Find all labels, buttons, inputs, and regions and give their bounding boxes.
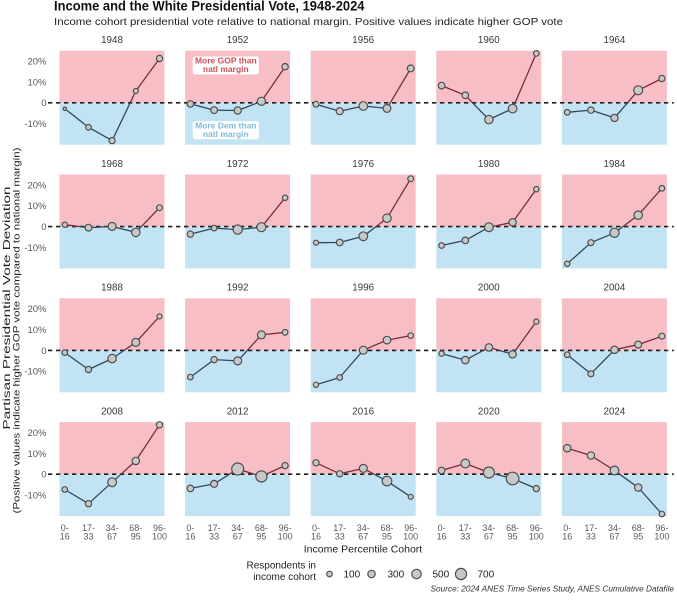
svg-text:-10%: -10%	[24, 119, 47, 130]
svg-text:100: 100	[344, 569, 361, 580]
svg-text:Income Percentile Cohort: Income Percentile Cohort	[304, 544, 423, 556]
svg-text:Respondents in: Respondents in	[247, 560, 317, 571]
svg-text:95: 95	[131, 532, 141, 542]
svg-text:1980: 1980	[478, 159, 500, 170]
svg-text:0: 0	[41, 470, 46, 481]
svg-text:33: 33	[586, 532, 596, 542]
svg-text:67: 67	[484, 532, 494, 542]
svg-text:500: 500	[433, 569, 450, 580]
svg-text:-10%: -10%	[24, 490, 47, 501]
svg-text:16: 16	[185, 532, 195, 542]
svg-text:10%: 10%	[27, 325, 47, 336]
svg-text:2000: 2000	[478, 283, 500, 294]
svg-text:100: 100	[529, 532, 544, 542]
svg-text:100: 100	[654, 532, 669, 542]
svg-text:2020: 2020	[478, 407, 500, 418]
svg-text:2024: 2024	[604, 407, 626, 418]
svg-text:700: 700	[478, 569, 495, 580]
svg-text:95: 95	[633, 532, 643, 542]
svg-text:natl margin: natl margin	[203, 129, 249, 139]
svg-text:16: 16	[311, 532, 321, 542]
svg-text:0: 0	[41, 98, 46, 109]
svg-text:1956: 1956	[352, 35, 374, 46]
svg-text:67: 67	[107, 532, 117, 542]
svg-text:1948: 1948	[101, 35, 123, 46]
svg-text:95: 95	[256, 532, 266, 542]
svg-text:10%: 10%	[27, 201, 47, 212]
svg-text:1996: 1996	[352, 283, 374, 294]
svg-text:1960: 1960	[478, 35, 500, 46]
svg-text:67: 67	[609, 532, 619, 542]
svg-text:1972: 1972	[227, 159, 249, 170]
svg-text:33: 33	[335, 532, 345, 542]
svg-text:100: 100	[403, 532, 418, 542]
svg-text:20%: 20%	[27, 304, 47, 315]
svg-text:300: 300	[388, 569, 405, 580]
svg-text:95: 95	[382, 532, 392, 542]
svg-text:natl margin: natl margin	[203, 64, 249, 74]
svg-text:2012: 2012	[227, 407, 249, 418]
svg-text:1964: 1964	[604, 35, 626, 46]
svg-text:16: 16	[60, 532, 70, 542]
svg-text:2004: 2004	[604, 283, 626, 294]
svg-text:1984: 1984	[604, 159, 626, 170]
svg-text:1968: 1968	[101, 159, 123, 170]
svg-text:20%: 20%	[27, 57, 47, 68]
svg-text:20%: 20%	[27, 428, 47, 439]
svg-text:100: 100	[152, 532, 167, 542]
svg-text:20%: 20%	[27, 180, 47, 191]
svg-text:0: 0	[41, 222, 46, 233]
svg-text:1988: 1988	[101, 283, 123, 294]
svg-text:1976: 1976	[352, 159, 374, 170]
svg-text:(Positive values indicate high: (Positive values indicate higher GOP vot…	[12, 148, 22, 514]
svg-text:10%: 10%	[27, 77, 47, 88]
svg-text:1952: 1952	[227, 35, 249, 46]
svg-text:16: 16	[437, 532, 447, 542]
svg-text:Source: 2024 ANES Time Series: Source: 2024 ANES Time Series Study, ANE…	[431, 583, 675, 593]
svg-text:67: 67	[358, 532, 368, 542]
svg-text:16: 16	[562, 532, 572, 542]
svg-text:33: 33	[209, 532, 219, 542]
svg-text:33: 33	[460, 532, 470, 542]
svg-text:100: 100	[278, 532, 293, 542]
svg-text:2016: 2016	[352, 407, 374, 418]
svg-text:95: 95	[508, 532, 518, 542]
svg-text:10%: 10%	[27, 449, 47, 460]
svg-text:Income cohort presidential vot: Income cohort presidential vote relative…	[54, 17, 563, 28]
svg-text:1992: 1992	[227, 283, 249, 294]
svg-text:Income and the White President: Income and the White Presidential Vote, …	[54, 0, 365, 13]
svg-text:33: 33	[83, 532, 93, 542]
svg-text:-10%: -10%	[24, 367, 47, 378]
svg-text:2008: 2008	[101, 407, 123, 418]
svg-text:income cohort: income cohort	[253, 572, 316, 583]
svg-text:67: 67	[233, 532, 243, 542]
svg-text:0: 0	[41, 346, 46, 357]
svg-text:-10%: -10%	[24, 243, 47, 254]
